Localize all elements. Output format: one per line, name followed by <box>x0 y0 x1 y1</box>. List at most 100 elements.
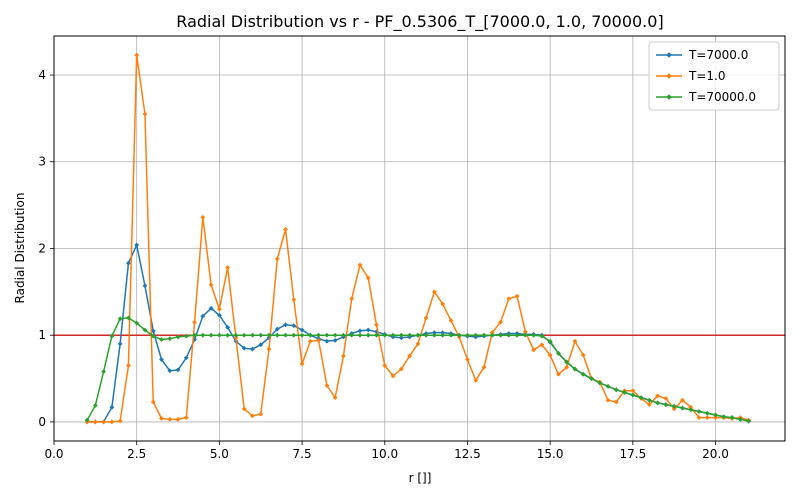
series-2-point <box>365 275 371 281</box>
series-3-point <box>142 327 148 333</box>
series-3-point <box>175 334 181 340</box>
series-2-point <box>547 352 553 358</box>
series-3-point <box>398 332 404 338</box>
series-1-point <box>241 345 247 351</box>
legend-marker <box>666 73 672 79</box>
x-tick-label: 0.0 <box>44 447 63 461</box>
chart-title: Radial Distribution vs r - PF_0.5306_T_[… <box>176 12 663 32</box>
series-2 <box>84 52 752 425</box>
legend-item: T=70000.0 <box>656 90 756 104</box>
series-3-point <box>539 333 545 339</box>
y-tick-label: 3 <box>38 155 46 169</box>
series-2-point <box>498 319 503 325</box>
series-1-point <box>274 326 280 332</box>
x-tick-label: 15.0 <box>537 447 564 461</box>
series-1-point <box>332 338 338 343</box>
series-3-point <box>440 332 446 338</box>
y-axis: 0 1 2 3 4 <box>38 68 54 429</box>
series-3-point <box>415 332 421 338</box>
series-3-point <box>208 332 214 338</box>
series-3-point <box>134 320 140 326</box>
series-2-point <box>225 265 231 270</box>
series-2-point <box>713 415 718 420</box>
series-2-point <box>291 297 297 303</box>
series-3-point <box>225 332 231 338</box>
series-3-point <box>729 415 735 420</box>
series-3-point <box>431 332 437 338</box>
series-1-point <box>200 313 206 319</box>
series-1-point <box>324 338 330 344</box>
series-1-point <box>431 330 437 335</box>
legend-marker <box>666 94 672 100</box>
series-2-point <box>688 404 694 410</box>
series-2-point <box>680 397 685 403</box>
y-tick-label: 2 <box>38 241 46 255</box>
series-2-point <box>299 361 305 367</box>
series-2-point <box>704 415 710 420</box>
series-1-point <box>175 367 181 373</box>
series-2-point <box>92 419 98 425</box>
series-3-point <box>465 332 470 338</box>
series-2-point <box>390 373 396 379</box>
series-1-point <box>283 322 288 328</box>
series-2-point <box>307 338 313 344</box>
series-3-point <box>216 332 222 338</box>
series-2-point <box>448 318 454 323</box>
series-3-point <box>638 395 644 401</box>
series-3-point <box>233 332 239 338</box>
series-3-point <box>671 403 677 409</box>
legend-item: T=1.0 <box>656 69 725 83</box>
series-3 <box>84 315 752 424</box>
series-3-point <box>332 332 338 338</box>
series-3-point <box>630 392 636 398</box>
series-2-point <box>192 319 197 325</box>
series-3-point <box>696 409 702 414</box>
series-3-point <box>547 338 553 344</box>
series-1-point <box>167 368 173 374</box>
series-1-point <box>208 305 214 311</box>
series-2-point <box>481 364 487 370</box>
series-3-point <box>109 333 115 339</box>
series-2-point <box>506 296 512 302</box>
series-2-point <box>183 415 189 420</box>
series-2-point <box>274 256 280 262</box>
x-tick-label: 17.5 <box>619 447 646 461</box>
series-3-point <box>737 416 743 422</box>
legend-label: T=1.0 <box>688 69 725 83</box>
series-3-point <box>341 332 346 338</box>
series-3-point <box>506 332 512 338</box>
series-2-point <box>374 322 379 328</box>
series-2-point <box>423 315 429 321</box>
series-3-point <box>613 387 619 393</box>
series-2-point <box>349 296 355 302</box>
series-2-point <box>531 347 537 353</box>
series-3-point <box>498 332 503 338</box>
series-2-point <box>324 383 330 388</box>
series-2-point <box>398 366 404 372</box>
series-3-point <box>580 371 586 377</box>
series-2-point <box>250 413 255 419</box>
legend: T=7000.0 T=1.0 T=70000.0 <box>648 41 780 111</box>
series-3-point <box>283 332 288 338</box>
series-3-point <box>407 332 412 338</box>
series-2-point <box>415 341 421 347</box>
series-2-point <box>465 357 470 362</box>
series-2-point <box>539 342 545 348</box>
series-2-point <box>646 402 652 407</box>
series-2-point <box>150 399 156 405</box>
series-1-point <box>225 324 231 330</box>
series-2-point <box>382 363 388 368</box>
series-3-point <box>316 332 322 338</box>
plot-frame <box>53 35 786 442</box>
series-3-point <box>126 315 131 321</box>
series-3-point <box>150 333 156 339</box>
x-tick-label: 20.0 <box>702 447 729 461</box>
series-3-point <box>522 332 528 338</box>
series-1-point <box>126 260 131 266</box>
y-tick-label: 0 <box>38 415 46 429</box>
series-3-point <box>556 351 561 356</box>
series-2-point <box>556 371 561 377</box>
series-3-point <box>473 332 479 338</box>
series-3-point <box>117 316 123 322</box>
